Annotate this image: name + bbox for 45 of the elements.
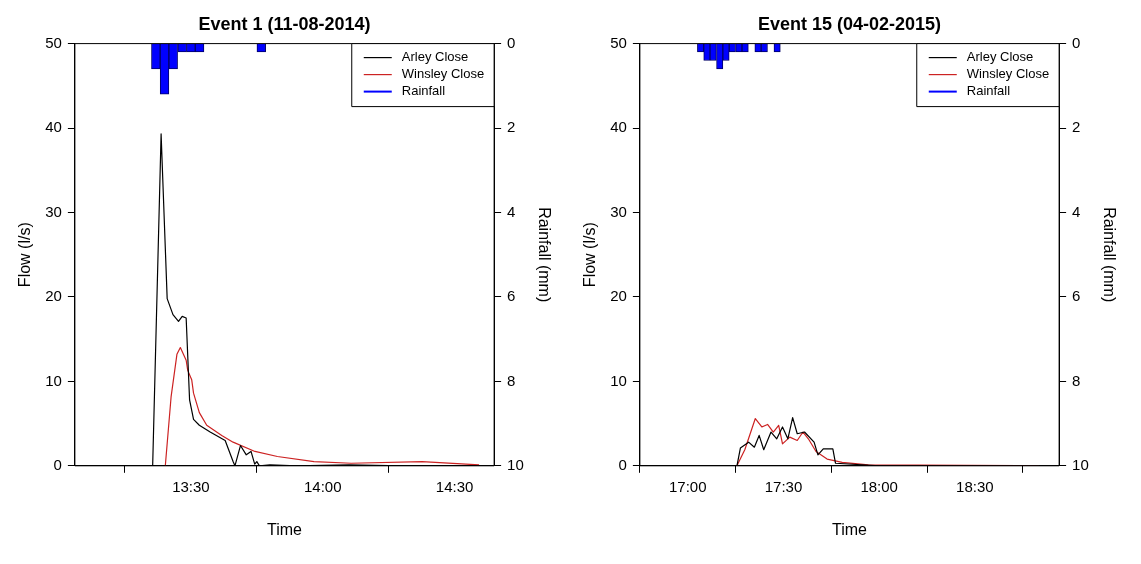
legend-label: Rainfall — [401, 83, 446, 99]
y-tick-label: 10 — [45, 371, 62, 389]
y2-tick-label: 6 — [1072, 287, 1081, 305]
y2-tick-label: 4 — [1072, 202, 1081, 220]
y2-tick-label: 2 — [507, 118, 516, 136]
y2-tick-label: 0 — [1072, 33, 1081, 51]
x-tick-label: 17:30 — [764, 477, 803, 495]
legend-label: Rainfall — [966, 83, 1011, 99]
x-axis-title: Time — [267, 520, 303, 538]
chart-title: Event 15 (04-02-2015) — [757, 13, 942, 34]
y2-tick-label: 4 — [507, 202, 516, 220]
y-axis-title: Flow (l/s) — [16, 222, 34, 288]
y-tick-label: 30 — [45, 202, 62, 220]
y-tick-label: 40 — [610, 118, 627, 136]
y2-axis-title: Rainfall (mm) — [1100, 207, 1118, 303]
x-axis-title: Time — [832, 520, 868, 538]
y-tick-label: 20 — [45, 287, 62, 305]
y-tick-label: 10 — [610, 371, 627, 389]
x-tick-label: 14:30 — [435, 477, 474, 495]
y2-tick-label: 10 — [507, 455, 524, 473]
y2-tick-label: 0 — [507, 33, 516, 51]
x-tick-label: 17:00 — [668, 477, 707, 495]
y2-tick-label: 8 — [507, 371, 516, 389]
x-tick-label: 18:30 — [956, 477, 994, 495]
x-tick-label: 13:30 — [172, 477, 210, 495]
y2-tick-label: 2 — [1072, 118, 1081, 136]
y-tick-label: 20 — [610, 287, 627, 305]
y-axis-title: Flow (l/s) — [581, 222, 599, 288]
legend-label: Winsley Close — [966, 66, 1050, 82]
y2-tick-label: 8 — [1072, 371, 1081, 389]
legend-label: Arley Close — [966, 49, 1034, 65]
y-tick-label: 40 — [45, 118, 62, 136]
y-tick-label: 50 — [45, 33, 62, 51]
y-tick-label: 50 — [610, 33, 627, 51]
y-tick-label: 0 — [53, 455, 62, 473]
legend-label: Winsley Close — [401, 66, 485, 82]
y2-axis-title: Rainfall (mm) — [535, 207, 553, 303]
y2-tick-label: 6 — [507, 287, 516, 305]
legend-label: Arley Close — [401, 49, 469, 65]
y-tick-label: 30 — [610, 202, 627, 220]
y-tick-label: 0 — [618, 455, 627, 473]
x-tick-label: 14:00 — [303, 477, 342, 495]
y2-tick-label: 10 — [1072, 455, 1089, 473]
chart-title: Event 1 (11-08-2014) — [198, 13, 371, 34]
x-tick-label: 18:00 — [860, 477, 898, 495]
